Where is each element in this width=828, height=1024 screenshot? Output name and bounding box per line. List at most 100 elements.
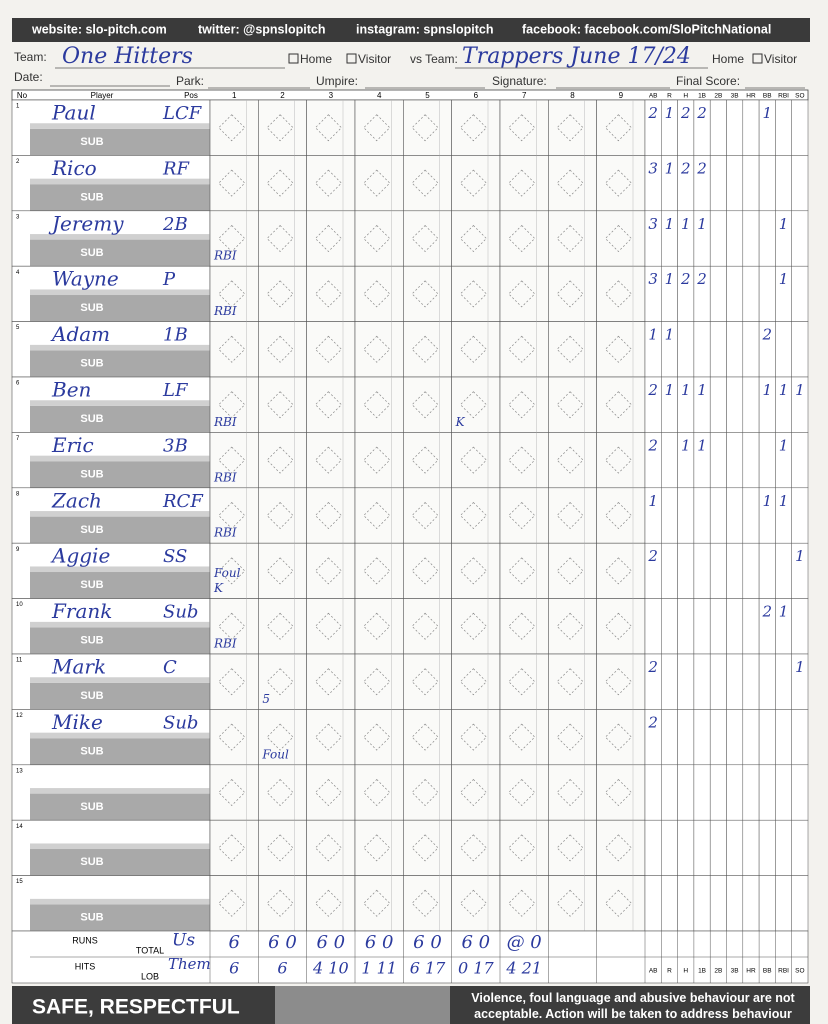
us-label: Us xyxy=(172,931,195,951)
inning-cell xyxy=(209,155,259,212)
stat-cell xyxy=(791,709,809,766)
inning-cell xyxy=(258,709,307,766)
sub-band xyxy=(30,627,210,654)
inning-cell xyxy=(596,875,646,932)
diamond xyxy=(508,225,536,252)
inning-cell xyxy=(499,99,549,156)
inning-cell xyxy=(354,542,404,599)
inning-cell xyxy=(403,210,452,267)
stat-cell xyxy=(775,709,792,766)
stat-value: 2 xyxy=(696,270,707,288)
stat-cell xyxy=(775,819,792,876)
diamond xyxy=(363,502,391,529)
stat-value: 1 xyxy=(795,658,805,676)
stat-cell xyxy=(742,542,760,599)
stat-cell xyxy=(775,99,792,156)
player-pos: SS xyxy=(163,546,187,567)
diamond xyxy=(556,668,584,696)
row-number: 6 xyxy=(16,381,20,387)
inning-cell xyxy=(499,598,549,655)
hits-value: 4 10 xyxy=(312,959,349,978)
stat-cell xyxy=(693,487,711,544)
spacer-band xyxy=(30,566,210,573)
stat-value: 1 xyxy=(697,436,707,454)
stat-cell xyxy=(644,764,662,821)
stat-cell xyxy=(742,99,760,156)
stat-cell xyxy=(709,819,727,876)
diamond xyxy=(266,335,294,363)
diamond xyxy=(266,557,294,585)
player-pos: RF xyxy=(162,158,191,179)
row-number: 5 xyxy=(16,325,20,331)
checkbox[interactable] xyxy=(752,53,763,64)
checkbox[interactable] xyxy=(346,53,357,64)
inning-cell xyxy=(451,210,501,267)
inning-cell xyxy=(596,321,646,378)
spacer-band xyxy=(30,677,210,683)
stat-cell xyxy=(758,210,776,267)
inning-cell xyxy=(258,542,307,599)
stat-cell xyxy=(709,210,727,267)
totals-stat-header: 2B xyxy=(714,968,722,975)
player-name: Paul xyxy=(51,101,96,125)
stat-cell xyxy=(709,598,727,655)
diamond xyxy=(508,612,536,640)
runs-value: 6 0 xyxy=(462,932,491,953)
row-number: 11 xyxy=(16,658,23,664)
stat-cell xyxy=(791,210,809,267)
diamond xyxy=(218,889,246,917)
diamond xyxy=(218,446,246,474)
diamond xyxy=(218,335,246,363)
sub-label: SUB xyxy=(80,745,103,757)
diamond xyxy=(411,280,439,308)
twitter: twitter: @spnslopitch xyxy=(198,22,325,36)
inning-cell xyxy=(596,265,646,322)
sub-band xyxy=(30,682,210,710)
diamond xyxy=(459,889,487,917)
diamond xyxy=(363,723,391,751)
spacer-band xyxy=(30,621,210,628)
diamond xyxy=(314,114,342,142)
inning-cell xyxy=(548,487,597,544)
inning-cell xyxy=(499,432,549,489)
diamond xyxy=(604,557,632,585)
stat-cell xyxy=(661,432,678,489)
stat-value: 1 xyxy=(779,603,789,621)
diamond xyxy=(411,446,439,474)
player-pos: 2B xyxy=(162,214,188,235)
inning-cell xyxy=(258,432,307,489)
inning-header: 6 xyxy=(474,91,479,100)
stat-cell xyxy=(709,432,727,489)
stat-cell xyxy=(726,376,744,433)
runs-value: 6 0 xyxy=(413,932,442,953)
diamond xyxy=(411,668,439,696)
sub-band xyxy=(30,516,210,544)
diamond xyxy=(459,502,487,529)
total-label: TOTAL xyxy=(136,945,164,955)
diamond xyxy=(604,889,632,917)
stat-cell xyxy=(775,542,792,599)
totals-stat-header: 1B xyxy=(698,968,706,975)
form-lines xyxy=(50,67,805,89)
diamond xyxy=(363,225,391,252)
stat-cell xyxy=(742,210,760,267)
stat-cell xyxy=(742,598,760,655)
sub-label: SUB xyxy=(80,247,103,259)
diamond xyxy=(411,834,439,862)
inning-header: 4 xyxy=(377,91,382,100)
stat-cell xyxy=(709,653,727,710)
inning-cell xyxy=(306,432,356,489)
inning-cell xyxy=(499,210,549,267)
stat-cell xyxy=(775,321,792,378)
diamond xyxy=(459,557,487,585)
player-name: Aggie xyxy=(50,544,110,568)
diamond xyxy=(459,779,487,806)
inning-header: 5 xyxy=(425,91,430,100)
checkbox[interactable] xyxy=(288,53,299,64)
inning-cell xyxy=(258,487,307,544)
umpire-label: Umpire: xyxy=(316,74,358,88)
stat-cell xyxy=(677,653,695,710)
stat-cell xyxy=(661,653,678,710)
inning-cell xyxy=(403,653,452,710)
inning-cell xyxy=(354,653,404,710)
